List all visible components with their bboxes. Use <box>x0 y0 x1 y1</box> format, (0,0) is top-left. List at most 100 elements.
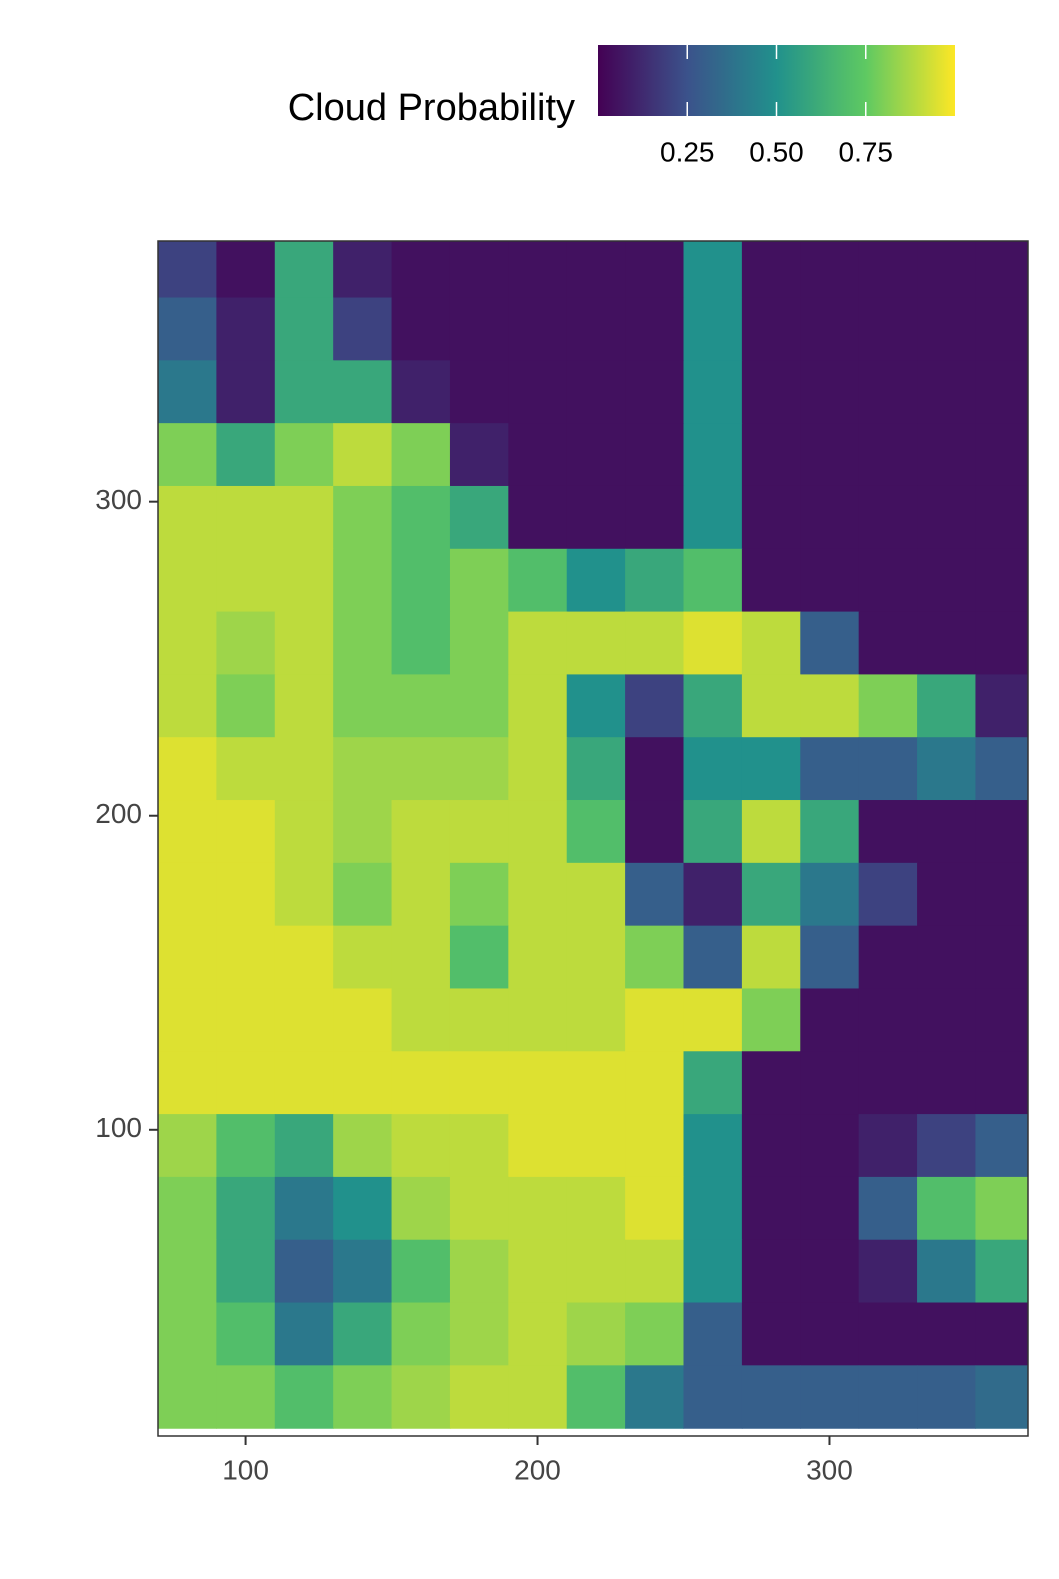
heat-cell <box>625 737 685 801</box>
heat-cell <box>566 674 626 738</box>
heat-cell <box>975 737 1028 801</box>
heat-cell <box>917 1365 977 1429</box>
heat-cell <box>800 737 860 801</box>
heat-cell <box>333 862 393 927</box>
heat-cell <box>449 611 509 676</box>
heat-cell <box>683 485 743 550</box>
heat-cell <box>800 241 860 299</box>
heat-cell <box>333 297 393 361</box>
heat-cell <box>274 241 334 299</box>
heat-cell <box>917 988 977 1052</box>
heat-cell <box>508 297 568 361</box>
heat-cell <box>333 925 393 990</box>
heat-cell <box>566 241 626 299</box>
heat-cell <box>216 611 276 676</box>
heat-cell <box>333 737 393 801</box>
heat-cell <box>216 862 276 927</box>
heat-cell <box>800 1114 860 1178</box>
heat-cell <box>508 1176 568 1241</box>
heat-cell <box>566 1239 626 1304</box>
heat-cell <box>158 1051 217 1115</box>
heat-cell <box>566 1365 626 1429</box>
heat-cell <box>391 297 451 361</box>
heat-cell <box>625 360 685 424</box>
heat-cell <box>858 548 918 613</box>
heat-cell <box>508 737 568 801</box>
heat-cell <box>858 611 918 676</box>
heat-cell <box>917 611 977 676</box>
heat-cell <box>566 611 626 676</box>
heat-cell <box>625 1114 685 1178</box>
heat-cell <box>741 360 801 424</box>
heat-cell <box>800 548 860 613</box>
heat-cell <box>975 611 1028 676</box>
heat-cell <box>625 1051 685 1115</box>
heat-cell <box>683 737 743 801</box>
heat-cell <box>333 485 393 550</box>
heat-cell <box>858 1302 918 1366</box>
heat-cell <box>274 611 334 676</box>
heat-cell <box>391 737 451 801</box>
heat-cell <box>216 1051 276 1115</box>
heat-cell <box>917 241 977 299</box>
heat-cell <box>449 737 509 801</box>
heat-cell <box>566 297 626 361</box>
heat-cell <box>800 611 860 676</box>
heat-cell <box>975 674 1028 738</box>
heat-cell <box>158 423 217 487</box>
heat-cell <box>566 862 626 927</box>
heat-cell <box>858 360 918 424</box>
heat-cell <box>508 1239 568 1304</box>
heat-cell <box>917 423 977 487</box>
heat-cell <box>391 360 451 424</box>
heat-cell <box>508 611 568 676</box>
heat-cell <box>683 800 743 864</box>
colorbar-tick-label: 0.50 <box>749 136 804 167</box>
heat-cell <box>391 485 451 550</box>
heat-cell <box>508 485 568 550</box>
heat-cell <box>625 1365 685 1429</box>
heat-cell <box>216 1239 276 1304</box>
heat-cell <box>566 925 626 990</box>
heat-cell <box>975 1051 1028 1115</box>
heat-cell <box>449 988 509 1052</box>
heat-cell <box>858 297 918 361</box>
heat-cell <box>625 423 685 487</box>
heat-cell <box>391 925 451 990</box>
heat-cell <box>683 1239 743 1304</box>
heat-cell <box>683 423 743 487</box>
heat-cell <box>683 862 743 927</box>
heat-cell <box>625 1176 685 1241</box>
heat-cell <box>625 611 685 676</box>
heat-cell <box>274 1365 334 1429</box>
heat-cell <box>741 800 801 864</box>
heat-cell <box>274 1051 334 1115</box>
heat-cell <box>741 1365 801 1429</box>
heat-cell <box>508 1051 568 1115</box>
heat-cell <box>741 1302 801 1366</box>
heat-cell <box>975 1239 1028 1304</box>
heat-cell <box>566 485 626 550</box>
heat-cell <box>625 1239 685 1304</box>
heat-cell <box>158 1365 217 1429</box>
heat-cell <box>683 241 743 299</box>
heat-cell <box>975 1176 1028 1241</box>
heat-cell <box>333 1176 393 1241</box>
heat-cell <box>449 1114 509 1178</box>
heat-cell <box>508 423 568 487</box>
heat-cell <box>975 800 1028 864</box>
heat-cell <box>508 1302 568 1366</box>
heat-cell <box>449 800 509 864</box>
heat-cell <box>216 737 276 801</box>
y-tick-label: 100 <box>95 1112 142 1143</box>
panel-border <box>157 240 1029 1437</box>
heat-cell <box>508 925 568 990</box>
heat-cell <box>741 297 801 361</box>
heat-cell <box>333 611 393 676</box>
heat-cell <box>858 925 918 990</box>
heat-cell <box>741 548 801 613</box>
heat-cell <box>858 423 918 487</box>
legend-title: Cloud Probability <box>288 87 575 129</box>
heat-cell <box>333 988 393 1052</box>
heat-cell <box>158 862 217 927</box>
